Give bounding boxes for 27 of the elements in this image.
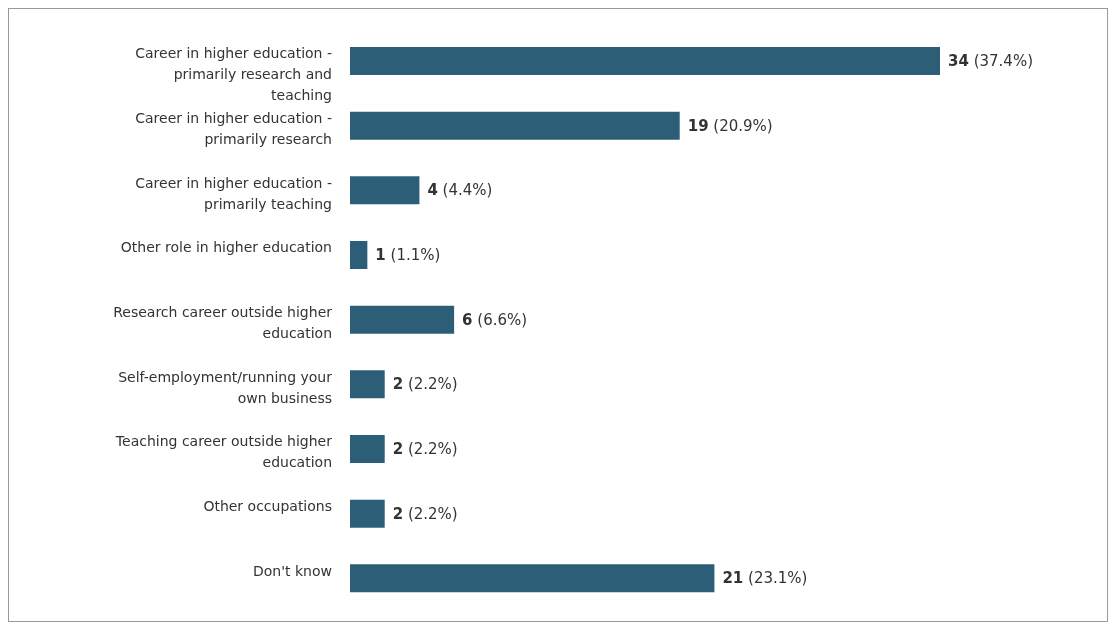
y-tick-label: Career in higher education - primarily teaching bbox=[135, 174, 332, 212]
y-tick-label: Teaching career outside higher education bbox=[114, 433, 333, 471]
bar bbox=[350, 499, 385, 528]
data-label: 2 (2.2%) bbox=[392, 375, 458, 394]
y-tick-label: Other role in higher education bbox=[120, 239, 332, 256]
bar bbox=[350, 564, 715, 593]
bar bbox=[350, 305, 455, 334]
bar bbox=[350, 241, 368, 269]
bar bbox=[350, 176, 420, 205]
y-tick-label: Self-employment/running your own business bbox=[118, 368, 333, 406]
data-label: 34 (37.4%) bbox=[948, 52, 1033, 70]
data-label: 19 (20.9%) bbox=[687, 116, 773, 135]
data-label: 2 (2.2%) bbox=[392, 504, 458, 523]
data-label: 21 (23.1%) bbox=[722, 569, 808, 588]
data-label: 4 (4.4%) bbox=[427, 181, 493, 200]
bar bbox=[350, 111, 680, 140]
y-tick-label: Career in higher education - primarily research bbox=[135, 110, 332, 147]
bar bbox=[350, 47, 940, 75]
y-tick-label: Research career outside higher education bbox=[113, 304, 333, 341]
data-label: 1 (1.1%) bbox=[375, 246, 441, 264]
y-tick-label: Other occupations bbox=[203, 498, 332, 514]
data-label: 2 (2.2%) bbox=[392, 440, 458, 458]
y-tick-label: Career in higher education - primarily research and teaching bbox=[135, 45, 332, 104]
y-tick-label: Don't know bbox=[252, 562, 332, 579]
data-label: 6 (6.6%) bbox=[462, 310, 528, 329]
bar bbox=[350, 370, 385, 399]
bar bbox=[350, 435, 385, 463]
